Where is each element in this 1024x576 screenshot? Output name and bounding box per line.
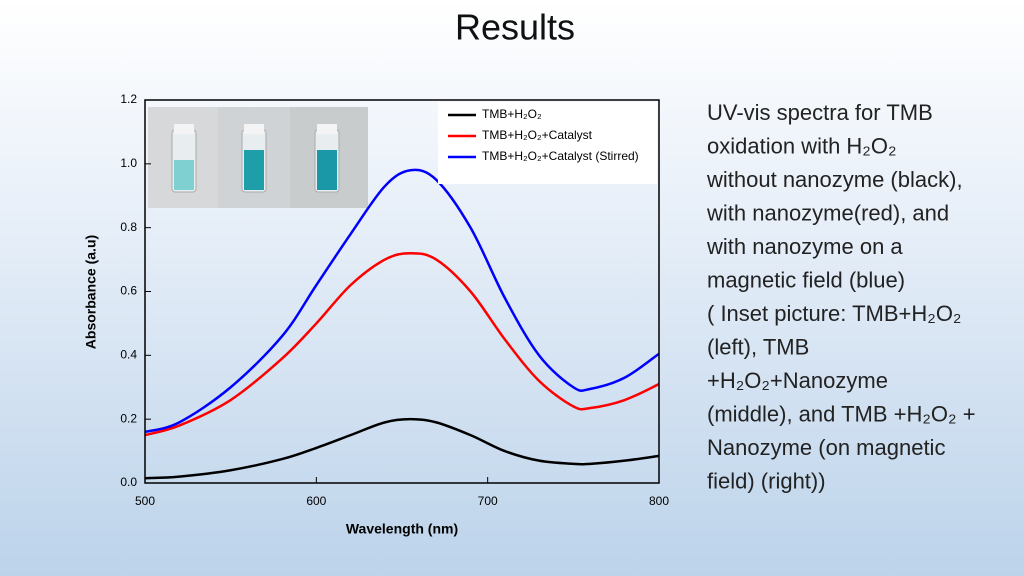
slide-title: Results [455, 7, 575, 48]
x-tick-label: 500 [135, 494, 155, 508]
x-tick-label: 600 [306, 494, 326, 508]
description-line: oxidation with H₂O₂ [707, 134, 897, 159]
series-line [144, 251, 660, 437]
y-tick-label: 0.6 [120, 284, 137, 298]
description-line: field) (right)) [707, 469, 826, 494]
description-line: +H₂O₂+Nanozyme [707, 368, 888, 393]
legend-label: TMB+H₂O₂ [482, 107, 542, 121]
y-tick-label: 1.0 [120, 156, 137, 170]
description-line: (middle), and TMB +H₂O₂ + [707, 402, 976, 427]
x-tick-label: 800 [649, 494, 669, 508]
legend: TMB+H₂O₂ TMB+H₂O₂+Catalyst TMB+H₂O₂+Cataly… [438, 102, 657, 184]
description-line: without nanozyme (black), [706, 167, 963, 192]
legend-label: TMB+H₂O₂+Catalyst (Stirred) [482, 149, 639, 163]
description-line: with nanozyme on a [706, 234, 903, 259]
x-tick-label: 700 [478, 494, 498, 508]
series-line [144, 168, 660, 434]
plot-frame [144, 99, 660, 484]
description-line: magnetic field (blue) [707, 268, 905, 293]
series-line [144, 417, 660, 480]
y-tick-label: 0.8 [120, 220, 137, 234]
y-tick-label: 1.2 [120, 92, 137, 106]
description-line: (left), TMB [707, 335, 809, 360]
y-tick-label: 0.4 [120, 348, 137, 362]
inset-photo [148, 107, 368, 208]
description-line: ( Inset picture: TMB+H₂O₂ [707, 301, 961, 326]
y-tick-label: 0.0 [120, 475, 137, 489]
description-line: Nanozyme (on magnetic [707, 435, 945, 460]
description-line: UV-vis spectra for TMB [707, 100, 933, 125]
legend-label: TMB+H₂O₂+Catalyst [482, 128, 593, 142]
y-axis-label: Absorbance (a.u) [83, 235, 99, 349]
description-line: with nanozyme(red), and [706, 201, 949, 226]
x-axis-label: Wavelength (nm) [346, 521, 458, 537]
y-tick-label: 0.2 [120, 411, 137, 425]
